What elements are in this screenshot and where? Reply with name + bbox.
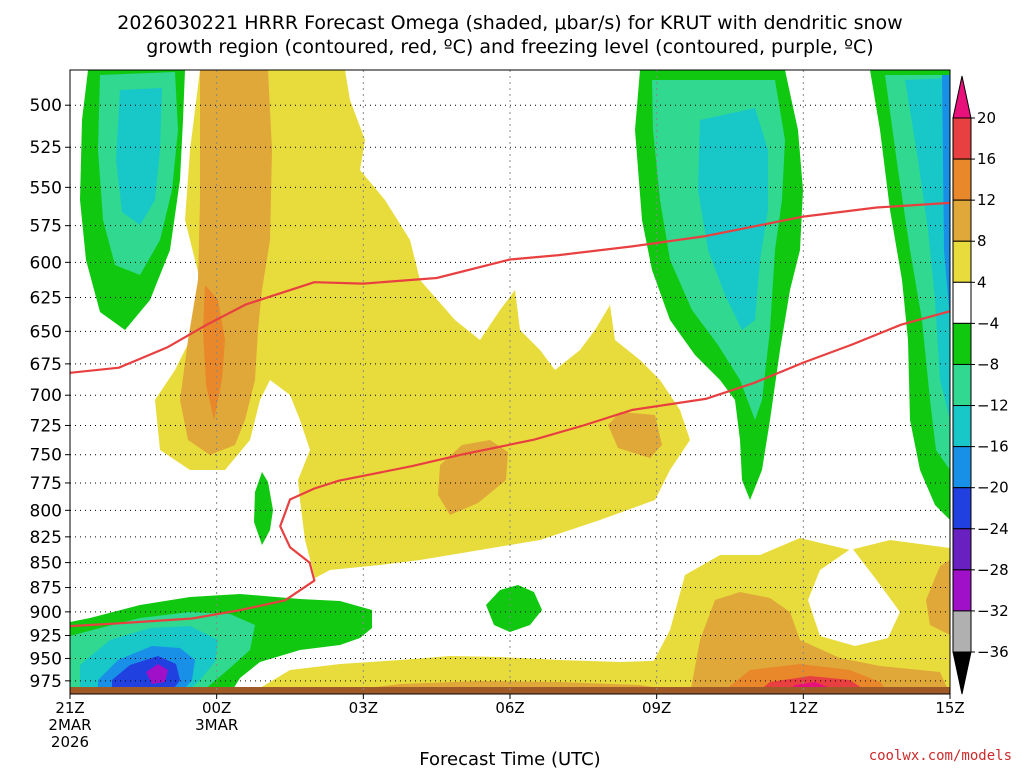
colorbar-tick-label: 4: [977, 273, 987, 291]
colorbar-tick-label: −36: [977, 643, 1009, 661]
omega-orange-right-edge: [926, 560, 950, 635]
colorbar-swatch: [952, 528, 972, 571]
omega-green-small-blob-2: [486, 585, 542, 632]
ground-surface-strip: [70, 687, 950, 694]
y-tick-label: 975: [30, 672, 62, 692]
colorbar-tick-label: −28: [977, 561, 1009, 579]
colorbar-tick-label: −4: [977, 314, 999, 332]
colorbar-tick-label: −24: [977, 520, 1009, 538]
omega-purple-core: [146, 664, 168, 684]
dendritic-contours: [70, 201, 950, 628]
plot-area: [70, 70, 950, 694]
y-tick-label: 725: [30, 416, 62, 436]
omega-green-small-blob-1: [254, 472, 273, 545]
dendritic-contour-line: [70, 310, 950, 628]
omega-yellow-upper-region: [155, 70, 690, 578]
omega-blue-core: [112, 656, 180, 694]
y-tick-label: 575: [30, 217, 62, 237]
y-tick-label: 650: [30, 322, 62, 342]
y-tick-label: 825: [30, 528, 62, 548]
colorbar-swatch: [952, 158, 972, 201]
colorbar-swatch: [952, 610, 972, 653]
omega-clear-region: [808, 548, 900, 646]
credit-text: coolwx.com/models: [869, 748, 1012, 764]
omega-orange-blob-1: [438, 440, 508, 515]
y-tick-label: 700: [30, 386, 62, 406]
omega-cyan-far-right-column: [905, 78, 950, 420]
colorbar-swatch: [952, 487, 972, 530]
x-tick-label: 03Z: [349, 699, 378, 717]
x-tick-label: 21Z: [55, 699, 84, 717]
chart-title-line-1: 2026030221 HRRR Forecast Omega (shaded, …: [117, 12, 902, 34]
y-tick-label: 800: [30, 501, 62, 521]
colorbar-swatch: [952, 569, 972, 612]
x-tick-label: 15Z: [935, 699, 964, 717]
colorbar-tick-label: −20: [977, 479, 1009, 497]
x-tick-label: 09Z: [642, 699, 671, 717]
omega-cyan-right-column: [698, 108, 768, 330]
omega-orange-blob-2: [608, 412, 662, 458]
y-tick-label: 500: [30, 96, 62, 116]
colorbar-swatch: [952, 240, 972, 283]
y-tick-label: 925: [30, 626, 62, 646]
colorbar-bottom-triangle: [952, 651, 972, 695]
y-tick-label: 950: [30, 649, 62, 669]
x-tick-label: 06Z: [495, 699, 524, 717]
colorbar-swatch: [952, 363, 972, 407]
colorbar-tick-label: 16: [977, 150, 996, 168]
colorbar-swatch: [952, 322, 972, 365]
colorbar-swatch: [952, 117, 972, 160]
x-tick-label: 2026: [51, 733, 89, 751]
x-tick-label: 12Z: [789, 699, 818, 717]
x-tick-label: 00Z: [202, 699, 231, 717]
y-tick-label: 775: [30, 474, 62, 494]
colorbar-top-triangle: [952, 75, 972, 119]
colorbar-tick-label: 12: [977, 191, 996, 209]
y-tick-label: 675: [30, 355, 62, 375]
omega-shading-light-orange: [180, 70, 950, 694]
omega-orange-lower-right: [690, 592, 950, 694]
y-tick-label: 525: [30, 138, 62, 158]
colorbar-swatch: [952, 199, 972, 242]
colorbar-swatch: [952, 405, 972, 448]
y-tick-label: 900: [30, 603, 62, 623]
colorbar-swatch: [952, 281, 972, 324]
grid: [70, 70, 950, 694]
y-tick-label: 625: [30, 289, 62, 309]
x-tick-label: 3MAR: [195, 716, 238, 734]
dendritic-contour-line: [70, 201, 950, 374]
omega-orange-column: [180, 70, 272, 455]
x-axis-title: Forecast Time (UTC): [419, 749, 600, 768]
y-axis: 500 525 550 575 600 625 650 675 700 725 750 775 800 8…: [30, 96, 70, 692]
x-tick-label: 2MAR: [48, 716, 91, 734]
chart-title-line-2: growth region (contoured, red, ºC) and f…: [146, 36, 873, 58]
omega-light-blue-right-edge: [942, 75, 950, 320]
colorbar: 20 16 12 8 4 −4 −8 −12 −16 −20 −24 −28 −32 −36: [952, 75, 1009, 695]
colorbar-tick-label: −8: [977, 355, 999, 373]
y-tick-label: 550: [30, 178, 62, 198]
y-tick-label: 750: [30, 446, 62, 466]
colorbar-tick-label: −16: [977, 438, 1009, 456]
y-tick-label: 600: [30, 253, 62, 273]
omega-cyan-left-column: [116, 88, 162, 225]
colorbar-tick-label: −12: [977, 397, 1009, 415]
colorbar-swatch: [952, 446, 972, 489]
colorbar-tick-label: 20: [977, 109, 996, 127]
colorbar-tick-label: −32: [977, 602, 1009, 620]
y-tick-label: 850: [30, 554, 62, 574]
y-tick-label: 875: [30, 579, 62, 599]
colorbar-tick-label: 8: [977, 232, 987, 250]
